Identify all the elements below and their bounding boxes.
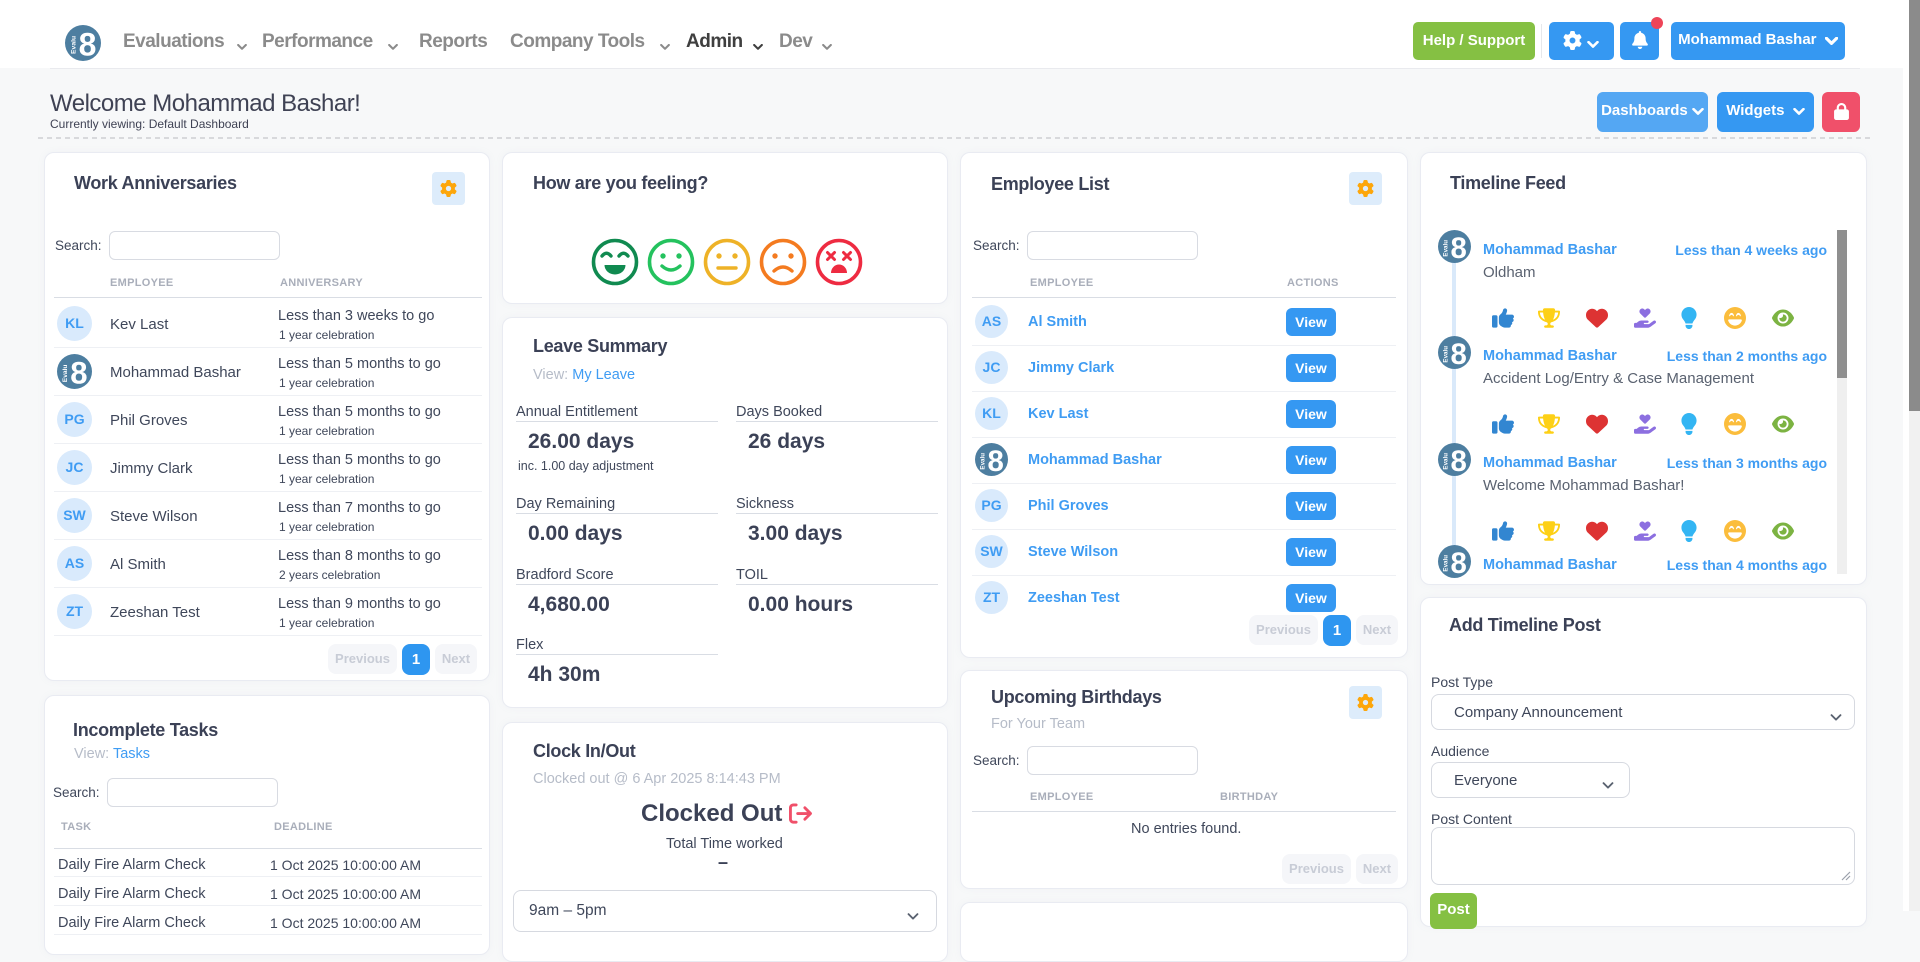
svg-text:8: 8 — [1450, 338, 1466, 369]
svg-text:8: 8 — [79, 27, 97, 62]
svg-text:Evalu: Evalu — [980, 453, 987, 470]
svg-text:Evalu: Evalu — [62, 365, 69, 383]
svg-text:Evalu: Evalu — [1443, 453, 1450, 470]
svg-text:Evalu: Evalu — [71, 36, 78, 54]
svg-text:Evalu: Evalu — [1443, 555, 1450, 572]
svg-text:8: 8 — [1450, 445, 1466, 476]
svg-text:8: 8 — [1450, 232, 1466, 263]
svg-text:8: 8 — [70, 356, 87, 389]
svg-text:8: 8 — [987, 445, 1003, 476]
svg-text:Evalu: Evalu — [1443, 346, 1450, 363]
svg-text:Evalu: Evalu — [1443, 240, 1450, 257]
svg-text:8: 8 — [1450, 547, 1466, 578]
